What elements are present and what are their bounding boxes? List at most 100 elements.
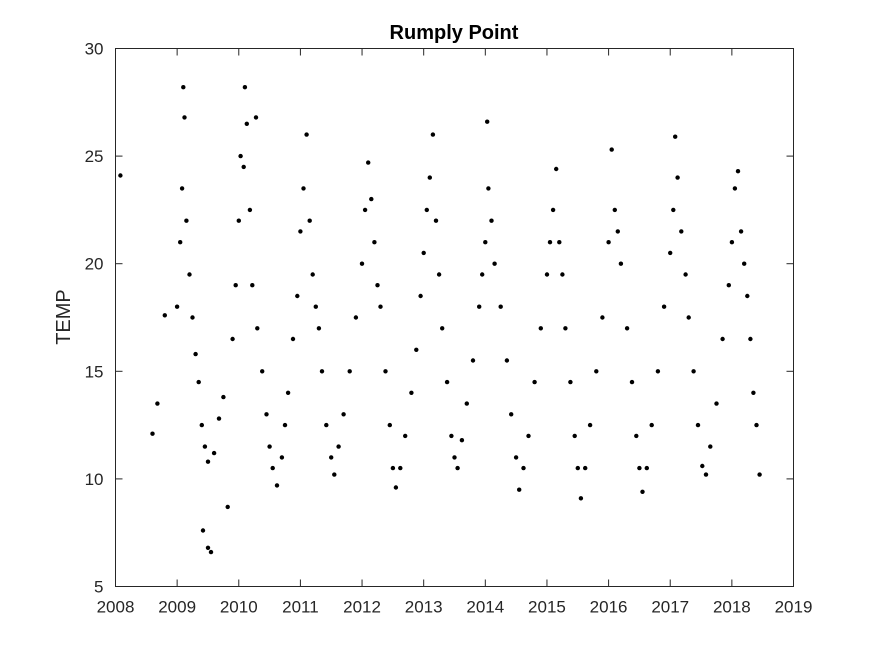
data-point [205,545,211,550]
data-point [735,169,741,174]
data-point [313,304,318,309]
data-point [375,283,380,288]
data-point [179,186,185,191]
data-point [247,207,253,213]
data-point [336,444,341,449]
data-point [686,315,691,320]
data-point [498,304,503,309]
data-point [547,240,553,245]
data-point [421,250,426,256]
data-point [387,422,392,428]
data-point [282,422,288,428]
data-point [225,504,230,510]
data-point [517,487,522,492]
data-point [250,283,255,288]
data-point [267,444,272,449]
data-point [683,272,688,277]
data-point [637,465,642,471]
x-tick-label: 2008 [97,598,135,617]
x-tick-label: 2016 [590,598,628,617]
data-point [600,315,605,320]
data-point [700,463,705,469]
data-point [174,304,180,309]
data-point [393,485,399,490]
data-point [679,229,684,234]
data-point [634,433,639,439]
data-point [738,229,744,234]
data-point [671,207,676,213]
data-point [211,450,217,456]
data-point [644,465,649,471]
data-point [470,358,476,363]
data-point [532,379,537,385]
data-point [703,472,709,477]
data-point [544,272,550,277]
data-point [554,166,559,172]
chart-title: Rumply Point [390,22,519,44]
y-tick-label: 5 [94,578,103,597]
data-point [178,240,183,245]
data-point [745,293,750,299]
data-point [449,433,454,439]
x-tick-label: 2009 [158,598,196,617]
data-point [398,465,403,471]
data-point [440,326,445,331]
x-tick-label: 2011 [282,598,319,617]
data-point [260,369,265,374]
data-point [751,390,756,395]
data-point [409,390,414,395]
data-point [477,304,482,309]
data-point [504,358,510,363]
y-tick-label: 10 [85,470,104,489]
data-point [150,431,155,436]
data-point [301,186,306,191]
data-point [155,401,160,406]
data-point [480,272,485,277]
x-tick-label: 2015 [528,598,566,617]
data-point [205,459,211,464]
data-point [695,422,701,428]
data-point [216,416,222,421]
data-point [509,412,514,417]
data-point [708,444,713,449]
x-tick-label: 2013 [405,598,443,617]
data-point [714,401,719,406]
data-point [118,173,123,178]
data-point [230,336,235,342]
data-point [720,336,725,342]
data-point [221,394,226,400]
data-point [742,261,747,266]
data-point [298,229,303,234]
data-point [264,412,269,417]
data-point [255,326,260,331]
x-tick-label: 2014 [466,598,504,617]
data-point [362,207,368,213]
x-axis: 2008 2009 2010 2011 2012 2013 2014 2015 2016 2017… [97,48,812,617]
data-point [253,115,259,120]
data-point [199,422,204,428]
data-point [238,153,243,159]
data-point [557,240,562,245]
data-point [492,261,497,266]
data-point [403,433,408,439]
data-point [307,218,312,223]
data-point [233,283,238,288]
data-point [513,455,519,460]
data-point [383,369,388,374]
data-point [190,315,195,320]
data-point [236,218,241,223]
x-tick-label: 2017 [651,598,689,617]
data-point [193,351,198,357]
axes-box [115,48,794,587]
data-point [572,433,577,439]
data-point [324,422,329,428]
data-point [673,134,678,139]
data-point [436,272,442,277]
data-point [729,240,735,245]
data-point [521,465,526,471]
data-point [332,472,337,477]
y-axis-label: TEMP [53,289,75,345]
data-point [452,455,457,460]
data-point [390,465,396,471]
